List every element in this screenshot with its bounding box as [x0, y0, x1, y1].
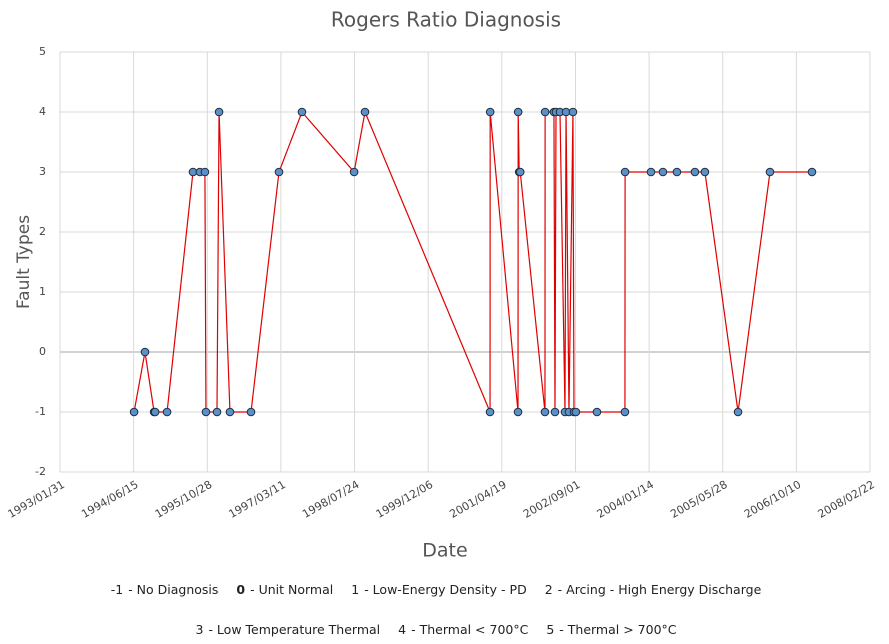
- legend-note-row: -1 - No Diagnosis 0 - Unit Normal 1 - Low-Ene…: [111, 582, 762, 597]
- legend-label: - Low Temperature Thermal: [208, 622, 380, 637]
- legend-label: - Thermal > 700°C: [559, 622, 676, 637]
- chart-title: Rogers Ratio Diagnosis: [331, 8, 561, 32]
- data-point: [225, 407, 235, 417]
- legend-label: - No Diagnosis: [128, 582, 218, 597]
- legend-label: - Unit Normal: [250, 582, 333, 597]
- x-tick-label: 2008/02/22: [816, 478, 877, 521]
- data-point: [485, 107, 495, 117]
- y-tick-label: 5: [39, 45, 46, 58]
- x-tick-label: 2006/10/10: [742, 478, 803, 521]
- legend-code: 3: [195, 622, 203, 637]
- data-point: [807, 167, 817, 177]
- data-point: [550, 407, 560, 417]
- y-tick-label: 2: [39, 225, 46, 238]
- data-point: [349, 167, 359, 177]
- data-point: [246, 407, 256, 417]
- legend-label: - Arcing - High Energy Discharge: [558, 582, 762, 597]
- x-tick-label: 2005/05/28: [668, 478, 729, 521]
- legend-code: 1: [351, 582, 359, 597]
- x-tick-label: 1997/03/11: [226, 478, 287, 521]
- data-point: [297, 107, 307, 117]
- data-point: [360, 107, 370, 117]
- data-point: [658, 167, 668, 177]
- x-tick-label: 1999/12/06: [374, 478, 435, 521]
- data-point: [700, 167, 710, 177]
- data-point: [515, 167, 525, 177]
- data-point: [200, 167, 210, 177]
- data-point: [733, 407, 743, 417]
- y-tick-label: 1: [39, 285, 46, 298]
- x-axis-title: Date: [422, 540, 467, 562]
- data-point: [485, 407, 495, 417]
- legend-label: - Thermal < 700°C: [411, 622, 528, 637]
- x-tick-label: 1998/07/24: [300, 478, 361, 521]
- x-tick-label: 1993/01/31: [6, 478, 67, 521]
- data-point: [765, 167, 775, 177]
- data-point: [672, 167, 682, 177]
- data-point: [212, 407, 222, 417]
- data-point: [274, 167, 284, 177]
- data-point: [592, 407, 602, 417]
- legend-note-row: 3 - Low Temperature Thermal 4 - Thermal < 7…: [195, 622, 676, 637]
- x-tick-label: 2002/09/01: [521, 478, 582, 521]
- data-point: [620, 167, 630, 177]
- legend-code: 5: [546, 622, 554, 637]
- legend-code: 4: [398, 622, 406, 637]
- data-point: [150, 407, 160, 417]
- legend-code: -1: [111, 582, 123, 597]
- data-point: [620, 407, 630, 417]
- data-point: [540, 407, 550, 417]
- data-point: [162, 407, 172, 417]
- x-tick-label: 2004/01/14: [595, 478, 656, 521]
- y-tick-label: 4: [39, 105, 46, 118]
- legend-code: 2: [545, 582, 553, 597]
- series-line: [133, 109, 812, 413]
- legend-code: 0: [236, 582, 245, 597]
- data-point: [690, 167, 700, 177]
- data-point: [568, 107, 578, 117]
- y-tick-label: -2: [35, 465, 46, 478]
- data-point: [201, 407, 211, 417]
- x-tick-label: 2001/04/19: [447, 478, 508, 521]
- x-tick-label: 1994/06/15: [79, 478, 140, 521]
- data-point: [129, 407, 139, 417]
- data-point: [646, 167, 656, 177]
- y-tick-label: 3: [39, 165, 46, 178]
- data-point: [513, 407, 523, 417]
- y-axis-title: Fault Types: [14, 215, 34, 309]
- y-tick-label: 0: [39, 345, 46, 358]
- legend-label: - Low-Energy Density - PD: [364, 582, 527, 597]
- data-point: [140, 347, 150, 357]
- data-point: [540, 107, 550, 117]
- data-point: [214, 107, 224, 117]
- y-tick-label: -1: [35, 405, 46, 418]
- data-point: [571, 407, 581, 417]
- x-tick-label: 1995/10/28: [153, 478, 214, 521]
- data-point: [513, 107, 523, 117]
